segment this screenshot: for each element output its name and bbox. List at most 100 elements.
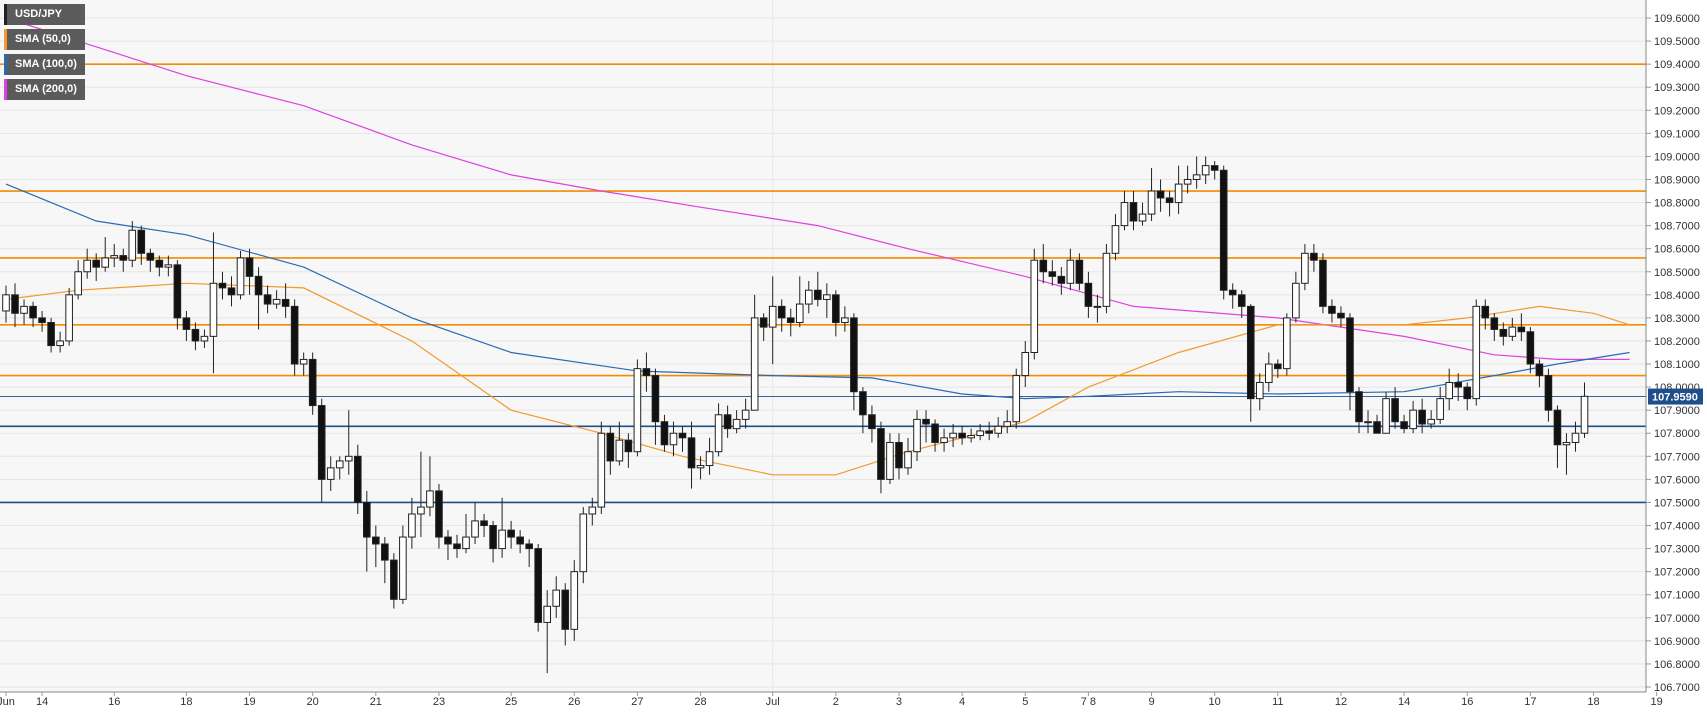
candle-body: [525, 543, 533, 550]
candle-body: [985, 430, 993, 434]
x-tick-label: 11: [1272, 696, 1283, 708]
candle-body: [1283, 317, 1291, 370]
candle-body: [1183, 178, 1192, 185]
candle: [1093, 294, 1102, 323]
candle: [1192, 156, 1201, 189]
legend-label: USD/JPY: [7, 4, 85, 25]
candle: [1048, 260, 1057, 286]
candle: [597, 421, 606, 514]
candle: [1237, 290, 1246, 318]
candle-body: [994, 425, 1003, 434]
legend-item-usdjpy[interactable]: USD/JPY: [4, 4, 85, 25]
candle: [101, 237, 110, 272]
candle: [768, 276, 777, 365]
candle-body: [1120, 202, 1129, 227]
candle-body: [236, 257, 245, 296]
x-tick-label: 20: [307, 696, 319, 708]
legend-item-sma100[interactable]: SMA (100,0): [4, 54, 85, 75]
candle-body: [453, 543, 461, 550]
candle: [1436, 387, 1444, 425]
grid: [0, 0, 1646, 692]
candle: [922, 410, 930, 443]
candle-body: [1201, 165, 1210, 176]
candle: [1562, 433, 1571, 475]
candle-body: [1436, 398, 1444, 420]
candle: [335, 456, 344, 480]
candle: [1201, 156, 1210, 185]
y-tick-label: 107.8000: [1654, 428, 1700, 440]
candle: [1165, 191, 1174, 217]
candle-body: [47, 322, 55, 347]
candle-body: [381, 543, 389, 561]
candle: [1517, 313, 1526, 341]
sma-50-line: [5, 282, 1630, 476]
y-tick-label: 109.2000: [1654, 105, 1700, 117]
candle-body: [1066, 259, 1075, 284]
candle-body: [29, 305, 37, 319]
candle: [1138, 202, 1147, 226]
candle: [182, 310, 191, 341]
candle: [1066, 248, 1075, 291]
candle-body: [128, 229, 137, 261]
y-tick-label: 108.9000: [1654, 174, 1700, 186]
candle: [1310, 244, 1318, 272]
legend-item-sma200[interactable]: SMA (200,0): [4, 79, 85, 100]
candle-body: [1111, 225, 1120, 254]
candle-body: [759, 317, 768, 328]
y-tick-label: 106.8000: [1654, 659, 1700, 671]
y-tick-label: 107.7000: [1654, 451, 1700, 463]
candle: [1535, 359, 1544, 388]
candle-body: [417, 506, 425, 515]
candle-body: [841, 317, 849, 324]
candle: [1265, 352, 1273, 392]
candle-body: [922, 418, 930, 425]
candle: [263, 285, 272, 314]
candle: [1508, 317, 1517, 341]
x-tick-label: 18: [1587, 696, 1599, 708]
candle: [1120, 191, 1129, 231]
candle-body: [1192, 174, 1201, 180]
candle: [1111, 214, 1120, 261]
candle-body: [741, 409, 750, 420]
candle-body: [2, 294, 10, 312]
candle: [967, 428, 975, 443]
legend: USD/JPY SMA (50,0) SMA (100,0) SMA (200,…: [4, 4, 85, 104]
candle: [1084, 271, 1093, 318]
candle-body: [832, 294, 840, 324]
candle: [1418, 398, 1426, 434]
candle-body: [498, 529, 506, 550]
candle: [92, 253, 101, 281]
candle-body: [1274, 363, 1282, 370]
candle: [841, 306, 849, 332]
candle: [363, 490, 371, 572]
candle: [1147, 167, 1156, 222]
candle-body: [1544, 375, 1553, 411]
candle-body: [1093, 305, 1102, 308]
x-tick-label: 9: [1148, 696, 1154, 708]
candle: [317, 398, 326, 503]
candle-body: [146, 252, 155, 261]
candle: [498, 497, 506, 558]
candle-body: [191, 328, 200, 342]
candle-body: [750, 317, 759, 411]
candle: [1274, 359, 1282, 378]
candle-body: [1039, 259, 1048, 273]
candle-body: [1526, 331, 1535, 365]
candle-body: [624, 439, 633, 453]
candle-body: [1030, 259, 1039, 354]
candle-body: [1102, 252, 1111, 307]
legend-item-sma50[interactable]: SMA (50,0): [4, 29, 85, 50]
y-tick-label: 109.4000: [1654, 59, 1700, 71]
candle: [669, 421, 678, 457]
candle-body: [1319, 259, 1327, 307]
candle-body: [1490, 317, 1499, 330]
candle: [218, 271, 227, 300]
candle-body: [958, 432, 966, 439]
candle-body: [1012, 375, 1021, 423]
candle-body: [299, 358, 308, 365]
candle: [1373, 414, 1381, 434]
candle: [1075, 253, 1084, 291]
x-tick-label: 14: [1398, 696, 1410, 708]
candle: [913, 410, 921, 461]
candle: [83, 248, 91, 279]
